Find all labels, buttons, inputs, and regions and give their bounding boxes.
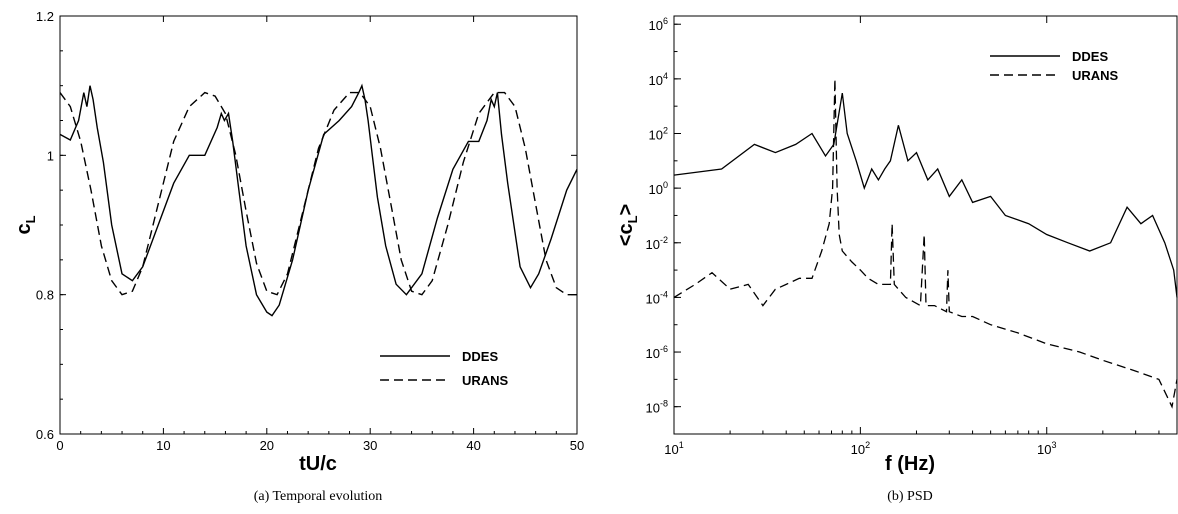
x-tick-label-a: 0	[56, 438, 63, 453]
y-tick-label-a: 0.6	[36, 427, 54, 442]
plot-frame-a	[59, 15, 578, 435]
x-axis-label-b: f (Hz)	[885, 453, 935, 475]
legend-a-ddes-label: DDES	[462, 349, 498, 364]
y-axis-label-a-main: c	[13, 223, 35, 234]
axis-ticks-a: 0 10 20 30 40 50 0.6 0.8 1 1.2	[36, 9, 584, 453]
y-tick-label-a: 1.2	[36, 9, 54, 24]
svg-text:cL: cL	[13, 215, 38, 234]
x-tick-label-a: 10	[156, 438, 170, 453]
x-tick-label-b: 101	[664, 440, 683, 457]
panel-temporal-evolution: 0 10 20 30 40 50 0.6 0.8 1 1.2 tU/c cL DDES URANS…	[13, 9, 584, 504]
y-tick-label-a: 1	[47, 148, 54, 163]
caption-b: (b) PSD	[887, 489, 933, 504]
caption-a: (a) Temporal evolution	[254, 489, 383, 504]
y-tick-label-b: 10-6	[646, 344, 668, 361]
legend-b: DDES URANS	[990, 49, 1119, 83]
y-tick-label-b: 10-8	[646, 399, 668, 416]
plot-frame-b	[673, 15, 1178, 435]
y-tick-label-a: 0.8	[36, 288, 54, 303]
y-axis-label-b-main: <c	[615, 223, 637, 246]
legend-b-urans-label: URANS	[1072, 68, 1119, 83]
y-axis-label-a: cL	[13, 215, 38, 234]
y-axis-label-b: <cL>	[615, 204, 640, 246]
x-tick-label-b: 102	[851, 440, 870, 457]
y-tick-label-b: 102	[649, 125, 668, 142]
series-lines-b	[673, 78, 1178, 409]
x-tick-label-a: 30	[363, 438, 377, 453]
legend-a: DDES URANS	[380, 349, 509, 388]
x-tick-label-a: 40	[466, 438, 480, 453]
y-tick-label-b: 100	[649, 180, 668, 197]
x-tick-label-b: 103	[1037, 440, 1056, 457]
y-axis-label-b-end: >	[615, 204, 637, 216]
series-line-b-urans	[673, 78, 1178, 409]
legend-a-urans-label: URANS	[462, 373, 509, 388]
svg-text:<cL>: <cL>	[615, 204, 640, 246]
series-lines-a	[59, 83, 578, 317]
y-tick-label-b: 10-4	[646, 289, 668, 306]
y-axis-label-b-sub: L	[625, 215, 640, 223]
legend-b-ddes-label: DDES	[1072, 49, 1108, 64]
y-tick-label-b: 106	[649, 16, 668, 33]
series-line-a-urans	[59, 91, 577, 296]
series-line-a-ddes	[59, 83, 578, 317]
y-tick-label-b: 104	[649, 71, 668, 88]
x-axis-label-a: tU/c	[299, 453, 337, 475]
x-tick-label-a: 20	[260, 438, 274, 453]
x-tick-label-a: 50	[570, 438, 584, 453]
axis-ticks-b: 101 102 103 10-8 10-6 10-4 10-2 100 102 104 106	[646, 16, 1178, 457]
series-line-b-ddes	[673, 92, 1178, 298]
panel-psd: 101 102 103 10-8 10-6 10-4 10-2 100 102 104 106 f …	[615, 15, 1178, 504]
y-tick-label-b: 10-2	[646, 235, 668, 252]
y-axis-label-a-sub: L	[23, 215, 38, 223]
